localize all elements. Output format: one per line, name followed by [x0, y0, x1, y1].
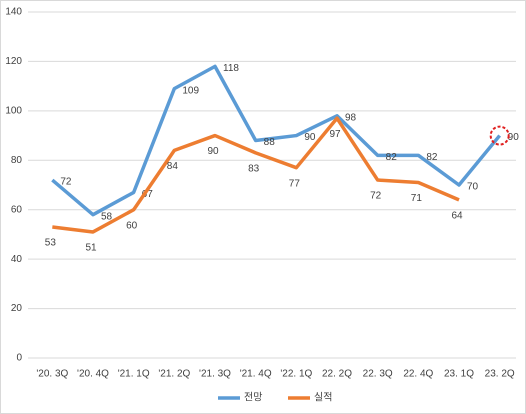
- data-label: 60: [126, 220, 138, 231]
- series-line: [52, 116, 460, 234]
- x-tick-label: '21. 3Q: [199, 369, 231, 380]
- legend-label: 전망: [244, 392, 262, 404]
- y-tick-label: 120: [5, 56, 22, 67]
- data-label: 51: [85, 243, 97, 254]
- y-tick-label: 100: [5, 105, 22, 116]
- data-label: 82: [426, 152, 438, 163]
- y-tick-label: 80: [11, 155, 23, 166]
- x-tick-label: '20. 4Q: [77, 369, 109, 380]
- data-label: 118: [223, 63, 239, 74]
- y-tick-label: 0: [16, 353, 22, 364]
- highlight-circle: [489, 125, 510, 146]
- data-label: 84: [167, 161, 179, 172]
- data-label: 70: [467, 182, 479, 193]
- series-line: [51, 64, 502, 217]
- data-label: 77: [289, 178, 301, 189]
- data-label: 90: [207, 146, 219, 157]
- data-label: 90: [508, 132, 520, 143]
- x-tick-label: 23. 1Q: [444, 369, 474, 380]
- x-tick-label: 22. 4Q: [403, 369, 433, 380]
- data-label: 82: [386, 152, 398, 163]
- data-label: 83: [248, 164, 260, 175]
- data-label: 97: [329, 129, 341, 140]
- y-tick-label: 40: [11, 254, 23, 265]
- y-tick-label: 20: [11, 303, 23, 314]
- data-label: 98: [345, 112, 357, 123]
- y-tick-label: 60: [11, 204, 23, 215]
- data-label: 72: [60, 177, 72, 188]
- data-label: 88: [264, 137, 276, 148]
- x-tick-label: 22. 3Q: [363, 369, 393, 380]
- y-tick-label: 140: [5, 7, 22, 18]
- legend-label: 실적: [314, 392, 332, 404]
- x-tick-label: '21. 2Q: [158, 369, 190, 380]
- x-tick-label: 22. 2Q: [322, 369, 352, 380]
- data-label: 64: [451, 210, 463, 221]
- data-label: 58: [101, 211, 113, 222]
- x-tick-label: '21. 1Q: [118, 369, 150, 380]
- x-tick-label: '21. 4Q: [240, 369, 272, 380]
- data-label: 109: [182, 85, 199, 96]
- x-tick-label: 23. 2Q: [485, 369, 515, 380]
- x-tick-label: '22. 1Q: [280, 369, 312, 380]
- data-label: 53: [45, 238, 57, 249]
- data-label: 71: [411, 193, 423, 204]
- x-tick-label: '20. 3Q: [36, 369, 68, 380]
- data-label: 90: [304, 132, 316, 143]
- data-label: 72: [370, 191, 382, 202]
- data-label: 67: [142, 189, 154, 200]
